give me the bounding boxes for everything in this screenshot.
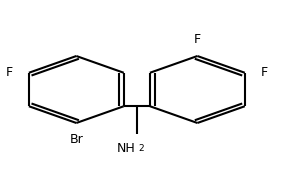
Text: F: F: [194, 33, 201, 46]
Text: Br: Br: [70, 133, 83, 146]
Text: F: F: [261, 66, 268, 79]
Text: 2: 2: [138, 144, 144, 153]
Text: NH: NH: [117, 142, 135, 155]
Text: F: F: [6, 66, 13, 79]
